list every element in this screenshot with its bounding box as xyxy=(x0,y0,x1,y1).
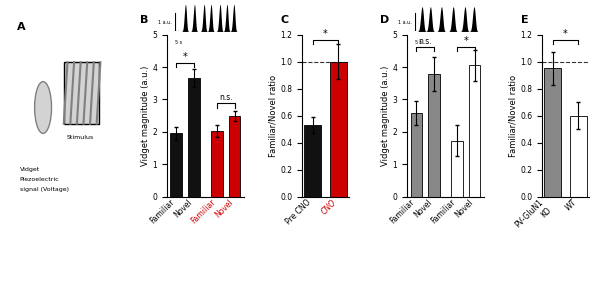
Text: B: B xyxy=(140,15,148,25)
Text: *: * xyxy=(183,52,187,62)
Bar xyxy=(304,125,321,197)
Text: E: E xyxy=(521,15,528,25)
Text: *: * xyxy=(464,36,468,46)
Text: n.s.: n.s. xyxy=(418,37,432,46)
Bar xyxy=(330,62,347,197)
Y-axis label: Vidget magnitude (a.u.): Vidget magnitude (a.u.) xyxy=(381,65,390,166)
Text: C: C xyxy=(281,15,289,25)
Text: *: * xyxy=(563,29,568,39)
Bar xyxy=(64,62,99,124)
Text: Piezoelectric: Piezoelectric xyxy=(20,177,59,182)
Y-axis label: Vidget magnitude (a.u.): Vidget magnitude (a.u.) xyxy=(140,65,149,166)
Ellipse shape xyxy=(35,81,52,134)
Text: signal (Voltage): signal (Voltage) xyxy=(20,187,68,192)
Text: D: D xyxy=(380,15,389,25)
Text: A: A xyxy=(17,22,26,32)
Bar xyxy=(469,65,480,197)
Text: n.s.: n.s. xyxy=(219,93,233,102)
Text: Stimulus: Stimulus xyxy=(67,135,94,140)
Y-axis label: Familiar/Novel ratio: Familiar/Novel ratio xyxy=(509,75,518,157)
Bar xyxy=(188,78,200,197)
Bar xyxy=(428,74,440,197)
Bar xyxy=(229,116,240,197)
Bar xyxy=(211,131,223,197)
Text: *: * xyxy=(323,29,328,39)
Bar xyxy=(570,116,587,197)
Bar xyxy=(451,141,463,197)
Bar xyxy=(411,113,422,197)
Text: Vidget: Vidget xyxy=(20,167,40,173)
Bar xyxy=(544,68,561,197)
Y-axis label: Familiar/Novel ratio: Familiar/Novel ratio xyxy=(268,75,277,157)
Bar xyxy=(170,134,182,197)
